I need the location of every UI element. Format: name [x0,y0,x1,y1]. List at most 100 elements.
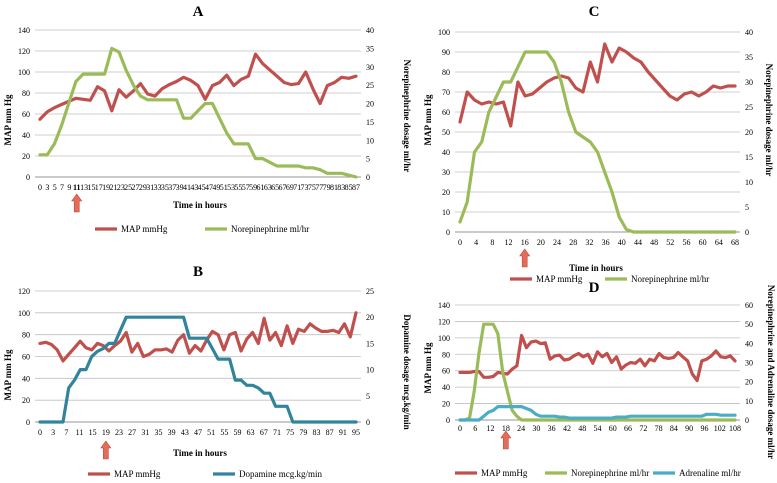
x-tick-label: 43 [181,428,189,437]
x-tick-label: 45 [198,183,206,192]
y2-tick-label: 5 [366,155,370,164]
y-tick-label: 140 [18,26,30,35]
x-tick-label: 55 [220,428,228,437]
x-tick-label: 90 [685,424,693,433]
x-tick-label: 71 [273,428,281,437]
x-tick-label: 95 [352,428,360,437]
plot-area: 0 10 20 30 40 50 60 70 80 90 100 0 5 10 15 20 25 30 35 40 0 4… [438,28,753,268]
y2-tick-label: 30 [366,63,374,72]
x-tick-label: 81 [330,183,338,192]
y2-tick-label: 40 [366,26,374,35]
legend: MAP mmHg Dopamine mcg.kg/min [88,469,322,479]
x-tick-label: 29 [139,183,147,192]
x-tick-label: 47 [194,428,202,437]
x-axis-label: Time in hours [173,200,227,210]
series-line-norepinephrine-ml-hr [38,46,358,179]
y-tick-label: 80 [22,89,30,98]
x-tick-label: 15 [87,183,95,192]
x-tick-label: 9 [67,183,71,192]
y2-tick-label: 20 [745,378,753,387]
x-tick-label: 75 [286,428,294,437]
x-tick-label: 0 [38,428,42,437]
x-tick-label: 25 [124,183,132,192]
x-tick-label: 68 [731,238,739,247]
x-tick-label: 59 [234,428,242,437]
y-tick-label: 30 [442,168,450,177]
y-tick-label: 0 [26,173,30,182]
x-tick-label: 7 [60,183,64,192]
y-tick-label: 20 [442,400,450,409]
x-tick-label: 12 [505,238,513,247]
y2-tick-label: 0 [366,173,370,182]
intervention-arrow-icon [100,440,112,460]
x-tick-label: 57 [242,183,250,192]
x-tick-label: 32 [585,238,593,247]
x-tick-label: 79 [323,183,331,192]
x-tick-label: 21 [109,183,117,192]
x-tick-label: 3 [51,428,55,437]
y2-tick-label: 10 [745,397,753,406]
y-tick-label: 40 [442,383,450,392]
y-tick-label: 90 [442,48,450,57]
y2-tick-label: 40 [745,339,753,348]
x-tick-label: 35 [155,428,163,437]
plot-area: 0 20 40 60 80 100 120 140 0 10 20 30 40 50 60 0 6 12 18 24 3… [438,301,753,450]
y-tick-label: 20 [22,152,30,161]
x-tick-label: 73 [301,183,309,192]
x-tick-label: 47 [205,183,213,192]
x-tick-label: 15 [89,428,97,437]
y2-tick-label: 15 [366,339,374,348]
x-tick-label: 43 [190,183,198,192]
x-tick-label: 56 [682,238,690,247]
y-tick-label: 0 [446,228,450,237]
x-tick-label: 0 [458,424,462,433]
x-tick-label: 3 [45,183,49,192]
x-tick-label: 11 [76,428,84,437]
legend-label: Norepinephrine ml/hr [631,274,709,284]
x-tick-label: 65 [271,183,279,192]
x-tick-label: 96 [700,424,708,433]
y-tick-label: 20 [22,396,30,405]
x-tick-label: 7 [64,428,68,437]
x-tick-label: 30 [532,424,540,433]
legend-label: MAP mmHg [481,468,528,478]
y2-tick-label: 15 [366,118,374,127]
panel-c: C 01020304050607080901000510152025303540… [423,4,774,284]
x-tick-label: 72 [639,424,647,433]
x-tick-label: 44 [634,238,642,247]
x-tick-label: 52 [666,238,674,247]
y2-tick-label: 20 [366,100,374,109]
legend-label: Dopamine mcg.kg/min [239,469,322,479]
x-tick-label: 41 [183,183,191,192]
y-tick-label: 0 [26,418,30,427]
x-tick-label: 78 [655,424,663,433]
panel-title: C [589,4,600,20]
series-line-map-mmhg [458,333,737,383]
y2-tick-label: 20 [366,313,374,322]
x-tick-label: 60 [609,424,617,433]
x-tick-label: 31 [141,428,149,437]
x-tick-label: 35 [161,183,169,192]
y2-axis-label: Norepinephrine dosage ml/hr [402,60,412,173]
y2-tick-label: 30 [745,359,753,368]
x-tick-label: 23 [115,428,123,437]
y-tick-label: 60 [442,108,450,117]
x-tick-label: 8 [490,238,494,247]
y-tick-label: 140 [438,301,450,310]
x-tick-label: 20 [537,238,545,247]
y-tick-label: 100 [18,309,30,318]
x-tick-label: 36 [602,238,610,247]
x-tick-label: 19 [102,428,110,437]
x-tick-label: 79 [299,428,307,437]
y2-tick-label: 5 [366,392,370,401]
x-tick-label: 49 [212,183,220,192]
x-tick-label: 51 [220,183,228,192]
series-line-dopamine-mcg-kg-min [38,315,358,424]
y-tick-label: 100 [18,68,30,77]
y-tick-label: 120 [18,287,30,296]
x-tick-label: 60 [699,238,707,247]
